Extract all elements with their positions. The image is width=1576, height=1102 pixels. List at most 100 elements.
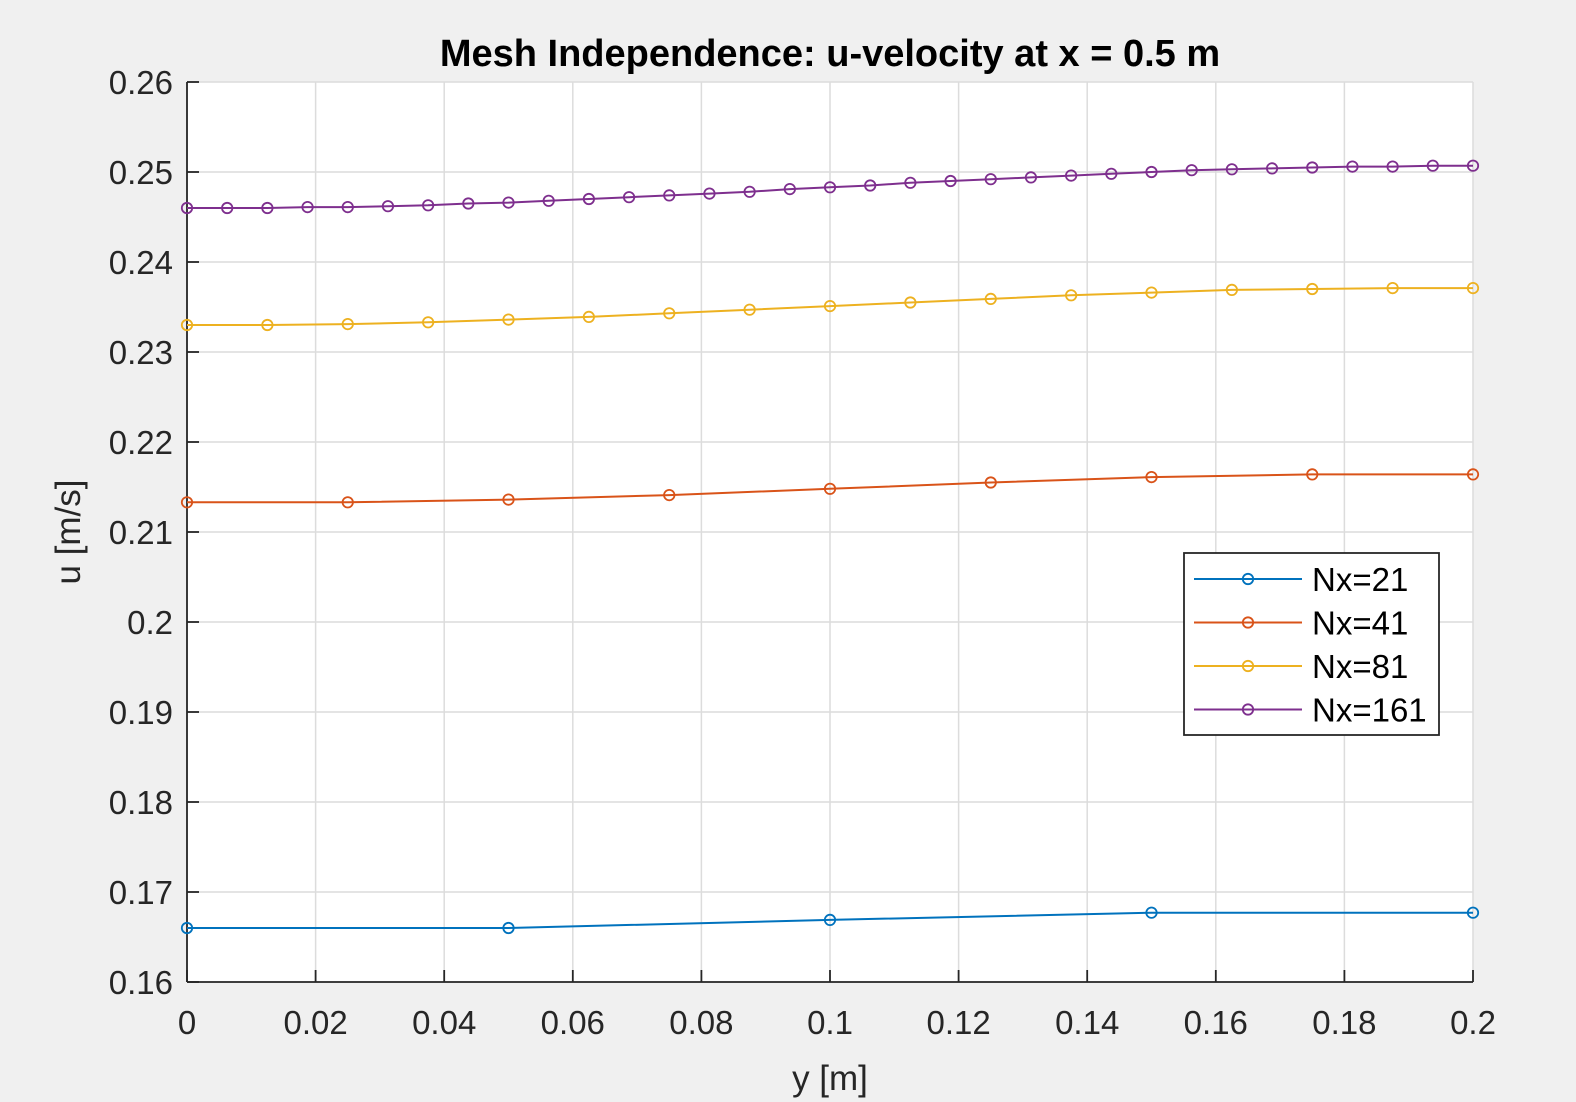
series-line: [187, 911, 1473, 929]
data-point: [180, 201, 194, 215]
data-point: [622, 191, 636, 204]
legend-marker: [1241, 703, 1255, 716]
x-tick-label: 0.12: [926, 1004, 990, 1041]
data-point: [743, 303, 756, 316]
data-point: [1145, 165, 1158, 179]
data-point: [904, 296, 917, 309]
legend-label: Nx=161: [1312, 692, 1427, 729]
data-point: [1306, 282, 1319, 296]
data-point: [542, 194, 555, 207]
data-point: [502, 493, 515, 506]
x-tick-label: 0.08: [669, 1004, 733, 1041]
grid: [186, 81, 1474, 983]
y-tick-label: 0.26: [109, 64, 173, 101]
data-point: [984, 476, 997, 489]
series-line: [187, 287, 1473, 326]
data-point: [180, 921, 194, 935]
x-tick-label: 0.02: [283, 1004, 347, 1041]
y-tick-label: 0.24: [109, 244, 173, 281]
data-point: [1466, 281, 1480, 295]
data-point: [1065, 289, 1078, 302]
data-point: [823, 181, 837, 194]
legend-item[interactable]: Nx=41: [1194, 605, 1408, 642]
data-point: [341, 317, 354, 331]
legend[interactable]: Nx=21 Nx=41 Nx=81 Nx=161: [1183, 552, 1440, 736]
series-group: [180, 159, 1480, 935]
data-point: [864, 179, 877, 192]
data-point: [1265, 162, 1279, 175]
data-point: [502, 196, 515, 209]
data-point: [341, 201, 354, 214]
legend-item[interactable]: Nx=161: [1194, 692, 1427, 729]
data-point: [823, 299, 837, 313]
data-point: [703, 187, 716, 200]
legend-marker: [1241, 616, 1255, 629]
legend-box: [1183, 552, 1440, 736]
data-point: [422, 316, 435, 329]
legend-item[interactable]: Nx=21: [1194, 561, 1408, 598]
data-point: [904, 176, 917, 189]
series-nx-41: [180, 468, 1480, 509]
data-point: [1306, 161, 1319, 174]
data-point: [1386, 160, 1399, 173]
series-line: [187, 473, 1473, 504]
data-point: [1145, 286, 1158, 299]
data-point: [1426, 159, 1439, 172]
x-tick-label: 0.04: [412, 1004, 476, 1041]
data-point: [663, 307, 676, 320]
legend-label: Nx=21: [1312, 561, 1408, 598]
data-point: [582, 310, 595, 323]
data-point: [1466, 468, 1480, 481]
x-axis-label: y [m]: [792, 1059, 868, 1098]
data-point: [221, 201, 234, 215]
data-point: [1225, 163, 1238, 176]
series-nx-81: [180, 281, 1480, 332]
x-tick-label: 0.14: [1055, 1004, 1119, 1041]
y-tick-label: 0.25: [109, 154, 173, 191]
x-tick-label: 0.16: [1184, 1004, 1248, 1041]
data-point: [180, 496, 194, 509]
data-point: [462, 197, 475, 210]
x-tick-label: 0.2: [1450, 1004, 1496, 1041]
data-point: [984, 292, 997, 305]
data-point: [823, 913, 837, 927]
data-point: [261, 201, 274, 215]
data-point: [301, 201, 314, 214]
data-point: [422, 199, 435, 212]
series-line: [187, 164, 1473, 209]
y-tick-label: 0.23: [109, 334, 173, 371]
data-point: [582, 192, 595, 206]
data-point: [341, 496, 354, 509]
data-point: [944, 174, 957, 188]
data-point: [1105, 167, 1118, 180]
axes: 0 0.02 0.04 0.06 0.08 0.1 0.12 0.14 0.16 0.18 0.2 0…: [109, 64, 1496, 1041]
data-point: [502, 313, 515, 326]
data-point: [743, 185, 756, 198]
data-point: [823, 482, 837, 495]
data-point: [1145, 470, 1158, 484]
data-point: [984, 173, 997, 186]
data-point: [1346, 160, 1359, 173]
x-tick-label: 0.06: [541, 1004, 605, 1041]
y-axis-label: u [m/s]: [49, 479, 88, 584]
legend-label: Nx=41: [1312, 605, 1408, 642]
data-point: [663, 488, 676, 502]
legend-item[interactable]: Nx=81: [1194, 648, 1408, 685]
data-point: [1065, 169, 1078, 182]
y-tick-label: 0.22: [109, 424, 173, 461]
y-tick-label: 0.17: [109, 874, 173, 911]
y-tick-label: 0.19: [109, 694, 173, 731]
data-point: [180, 318, 194, 332]
legend-marker: [1241, 659, 1255, 673]
data-point: [1466, 159, 1480, 172]
legend-marker: [1241, 572, 1255, 586]
data-point: [1185, 164, 1198, 177]
y-tick-label: 0.16: [109, 964, 173, 1001]
data-point: [261, 318, 274, 332]
data-point: [381, 200, 395, 213]
series-nx-161: [180, 159, 1480, 215]
data-point: [1145, 906, 1158, 919]
y-tick-label: 0.18: [109, 784, 173, 821]
